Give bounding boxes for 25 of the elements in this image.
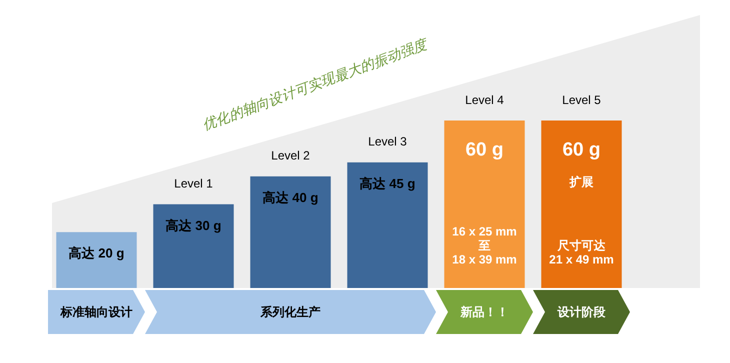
x-tick-label: Level 1: [174, 176, 214, 191]
x-tick-label: Level 5: [562, 92, 602, 107]
data-label: 高达 45 g: [360, 176, 416, 191]
text: 新品！！: [436, 290, 533, 334]
text: 标准轴向设计: [48, 290, 145, 334]
bar: [56, 232, 137, 288]
bar: [347, 162, 428, 288]
text: 系列化生产: [145, 290, 436, 334]
bar: [250, 176, 331, 288]
annotation: 尺寸可达 21 x 49 mm: [549, 238, 614, 266]
annotation: 扩展: [568, 174, 594, 189]
x-tick-label: Level 2: [271, 148, 310, 163]
chart-title: 优化的轴向设计可实现最大的振动强度: [200, 36, 430, 135]
bar: [153, 204, 234, 288]
data-label: 60 g: [562, 140, 601, 161]
text: 设计阶段: [533, 290, 630, 334]
bar: [444, 120, 525, 288]
data-label: 60 g: [465, 140, 504, 161]
data-label: 高达 40 g: [262, 190, 318, 205]
bar: [541, 120, 622, 288]
x-tick-label: Level 4: [465, 92, 504, 107]
data-label: 高达 30 g: [166, 218, 222, 233]
annotation: 16 x 25 mm 至 18 x 39 mm: [452, 224, 517, 266]
data-label: 高达 20 g: [68, 246, 124, 261]
x-tick-label: Level 3: [368, 134, 408, 149]
